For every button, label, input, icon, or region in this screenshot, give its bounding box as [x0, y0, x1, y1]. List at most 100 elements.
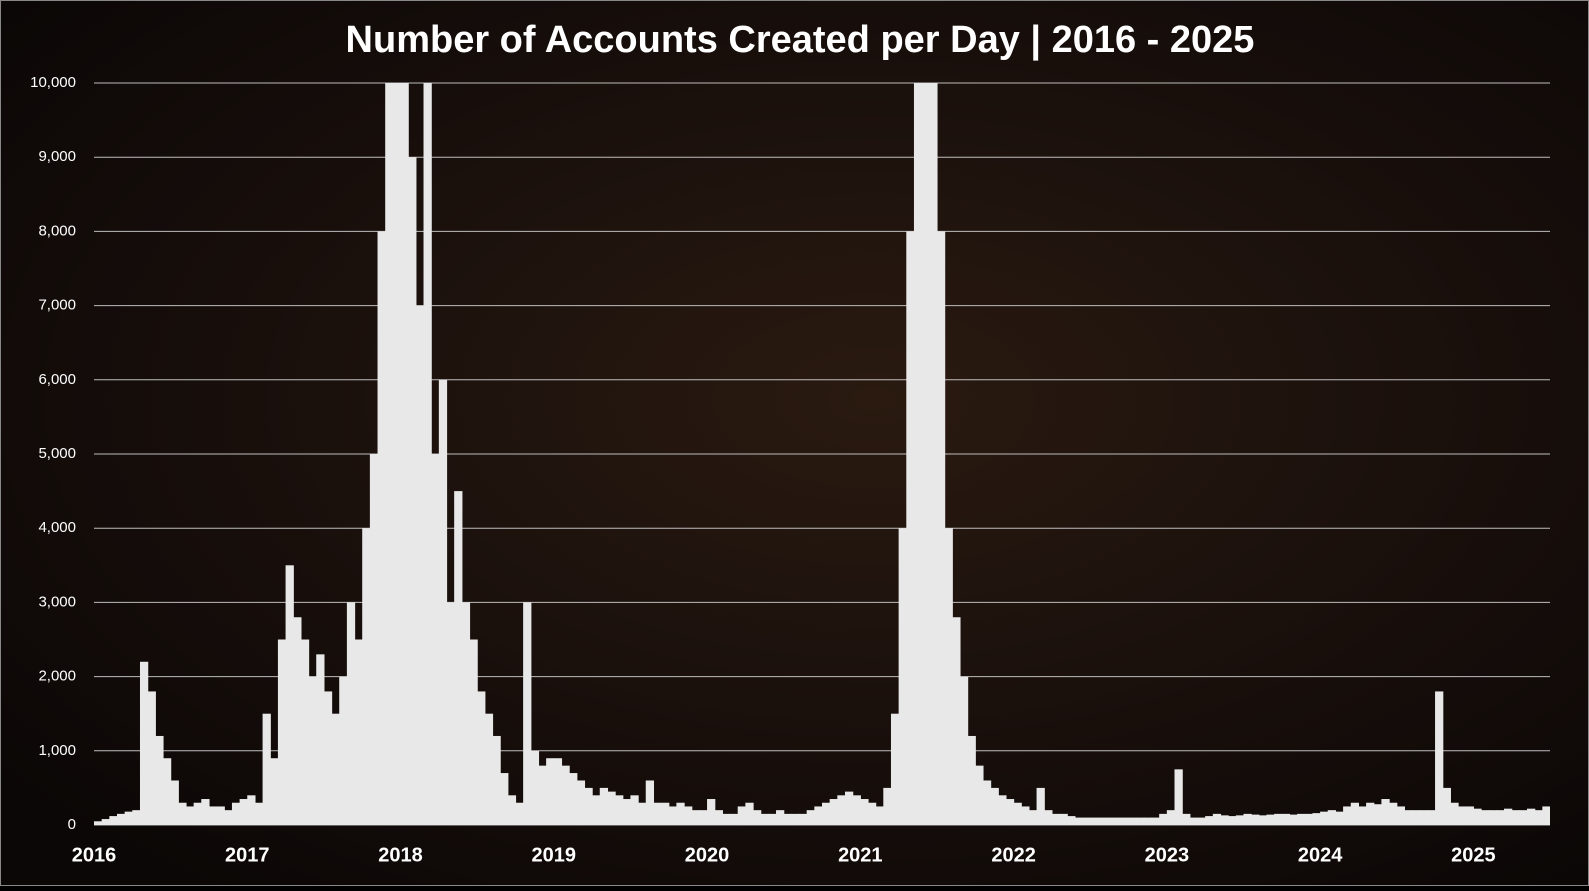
bar	[1320, 811, 1329, 825]
bar	[913, 83, 923, 825]
bar	[1182, 813, 1191, 825]
bar	[952, 617, 961, 825]
bar	[1404, 810, 1413, 825]
bar	[185, 806, 195, 825]
bar	[1059, 813, 1068, 825]
bar	[553, 758, 563, 825]
bar	[101, 819, 110, 825]
bar	[1542, 806, 1550, 825]
bar	[599, 787, 609, 825]
bar	[867, 802, 877, 825]
bar	[239, 799, 248, 825]
bar	[500, 773, 509, 825]
bar	[1304, 813, 1314, 825]
bar	[446, 602, 455, 825]
bar	[822, 802, 831, 825]
bar	[998, 795, 1007, 825]
bar	[607, 791, 616, 825]
bar	[1358, 806, 1367, 825]
x-tick-label: 2018	[378, 844, 423, 866]
bar	[638, 802, 647, 825]
bar	[1312, 813, 1321, 825]
bar	[94, 821, 103, 825]
bar	[1136, 817, 1145, 825]
bar	[362, 528, 371, 825]
bar	[438, 379, 448, 825]
bar	[1235, 815, 1245, 825]
bar	[676, 802, 685, 825]
bar	[147, 691, 156, 825]
bar	[1159, 813, 1168, 825]
bar	[1082, 817, 1091, 825]
bar	[155, 735, 164, 825]
bar	[707, 799, 716, 825]
bar	[890, 713, 900, 825]
y-tick-label: 9,000	[38, 148, 76, 165]
bar	[1036, 787, 1045, 825]
bar	[247, 795, 256, 825]
bar	[1067, 816, 1076, 825]
bar	[622, 799, 632, 825]
bar	[1189, 817, 1199, 825]
bar	[339, 676, 348, 825]
bar	[1128, 817, 1137, 825]
bar	[369, 454, 379, 825]
bar	[1013, 802, 1022, 825]
bar	[1335, 811, 1344, 825]
bar	[844, 791, 854, 825]
bar	[1297, 813, 1306, 825]
bar	[293, 617, 302, 825]
bar	[1458, 806, 1467, 825]
y-tick-label: 6,000	[38, 371, 76, 388]
x-tick-label: 2024	[1298, 844, 1343, 866]
bar	[277, 639, 287, 825]
bar	[691, 810, 700, 825]
bar	[1105, 817, 1114, 825]
bar	[1281, 813, 1291, 825]
y-tick-label: 8,000	[38, 222, 76, 239]
bar	[109, 816, 118, 825]
bar	[898, 528, 907, 825]
y-tick-label: 3,000	[38, 593, 76, 610]
bar	[530, 750, 540, 825]
bar	[1074, 817, 1084, 825]
bar	[883, 787, 892, 825]
bar	[139, 661, 149, 825]
bar	[262, 713, 271, 825]
bar	[783, 813, 792, 825]
bar	[745, 802, 754, 825]
bar	[116, 813, 126, 825]
bar	[661, 802, 670, 825]
bar	[1381, 799, 1390, 825]
bar	[730, 813, 739, 825]
bar	[1266, 814, 1275, 825]
bar	[1511, 810, 1520, 825]
bar	[492, 735, 501, 825]
bar	[454, 491, 463, 825]
bar	[722, 813, 731, 825]
bar	[1228, 816, 1237, 825]
bar	[1412, 810, 1421, 825]
bar	[921, 83, 930, 825]
bar	[1435, 691, 1444, 825]
bar	[408, 157, 417, 825]
bar	[1220, 815, 1229, 825]
y-tick-label: 10,000	[30, 74, 76, 91]
chart-title: Number of Accounts Created per Day | 201…	[346, 19, 1255, 61]
bar	[1051, 813, 1061, 825]
bar	[385, 83, 394, 825]
bar	[592, 795, 601, 825]
bar	[837, 795, 846, 825]
bar	[1504, 808, 1513, 825]
bar	[1143, 817, 1153, 825]
bar	[1350, 802, 1360, 825]
y-tick-label: 2,000	[38, 668, 76, 685]
bar	[1534, 810, 1543, 825]
bar	[1243, 813, 1252, 825]
bar	[576, 780, 586, 825]
bar	[1442, 787, 1451, 825]
bar	[829, 799, 838, 825]
bar	[1527, 808, 1536, 825]
